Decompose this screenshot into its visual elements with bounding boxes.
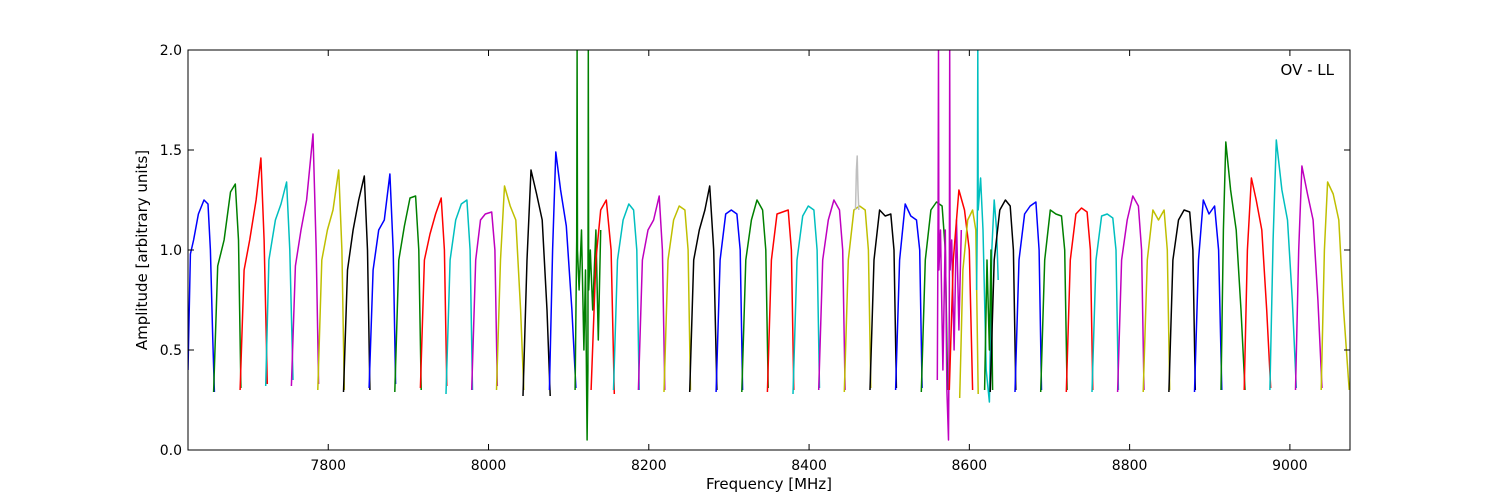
y-tick-label: 1.5 [160, 143, 182, 159]
series-line-34 [958, 209, 979, 399]
series-line-13 [495, 185, 525, 391]
series-line-8 [368, 173, 397, 389]
series-line-9 [394, 195, 422, 393]
series-line-1 [188, 199, 216, 393]
series-line-21 [688, 185, 718, 393]
y-tick-label: 1.0 [160, 243, 182, 259]
series-line-30 [894, 203, 923, 391]
x-tick-label: 7800 [310, 458, 346, 474]
series-line-43 [1142, 209, 1171, 393]
series-line-32 [936, 50, 963, 441]
series-line-5 [290, 133, 320, 387]
series-line-22 [715, 209, 744, 393]
series-line-48 [1269, 139, 1298, 391]
series-line-41 [1091, 213, 1120, 393]
series-line-17 [590, 199, 616, 395]
x-tick-label: 8400 [791, 458, 827, 474]
series-line-44 [1168, 209, 1197, 393]
series-line-7 [342, 175, 371, 393]
x-tick-label: 8800 [1112, 458, 1148, 474]
series-line-15 [548, 151, 577, 391]
plot-annotation: OV - LL [1281, 61, 1335, 79]
series-line-35 [975, 50, 999, 403]
series-line-24 [766, 209, 795, 393]
y-tick-label: 0.5 [160, 343, 182, 359]
series-line-10 [419, 197, 448, 389]
series-line-12 [470, 211, 499, 391]
series-line-29 [869, 209, 898, 391]
series-layer [188, 50, 1350, 441]
y-tick-label: 0.0 [160, 443, 182, 459]
x-tick-label: 8600 [952, 458, 988, 474]
x-axis: 7800 8000 8200 8400 8600 8800 9000 [310, 50, 1308, 474]
plot-frame [187, 49, 1351, 451]
series-line-42 [1116, 195, 1145, 393]
x-tick-label: 8200 [631, 458, 667, 474]
series-line-20 [663, 205, 692, 393]
series-line-40 [1065, 207, 1094, 393]
series-line-26 [817, 199, 846, 391]
series-line-16 [574, 50, 602, 441]
series-line-4 [264, 181, 294, 387]
y-axis: 0.0 0.5 1.0 1.5 2.0 [160, 43, 1350, 459]
series-line-25 [792, 205, 821, 395]
x-axis-label: Frequency [MHz] [706, 475, 832, 493]
series-line-18 [612, 203, 640, 391]
series-line-23 [741, 199, 769, 393]
series-line-2 [212, 183, 242, 393]
series-line-47 [1243, 177, 1272, 391]
series-line-27 [843, 205, 872, 393]
series-line-39 [1039, 209, 1068, 393]
y-axis-label: Amplitude [arbitrary units] [133, 150, 151, 350]
series-line-11 [445, 199, 474, 395]
x-tick-label: 8000 [471, 458, 507, 474]
series-line-19 [637, 195, 666, 391]
series-line-49 [1294, 165, 1323, 391]
series-line-45 [1193, 199, 1223, 393]
series-line-6 [317, 169, 346, 391]
x-tick-label: 9000 [1272, 458, 1308, 474]
series-line-14 [522, 169, 551, 397]
series-line-37 [989, 199, 1017, 393]
series-line-28 [854, 155, 860, 211]
series-line-38 [1014, 201, 1043, 393]
series-line-33 [948, 189, 974, 391]
y-tick-label: 2.0 [160, 43, 182, 59]
series-line-36 [983, 249, 994, 391]
series-line-3 [239, 157, 269, 391]
series-line-46 [1220, 141, 1246, 391]
series-line-50 [1320, 181, 1350, 391]
